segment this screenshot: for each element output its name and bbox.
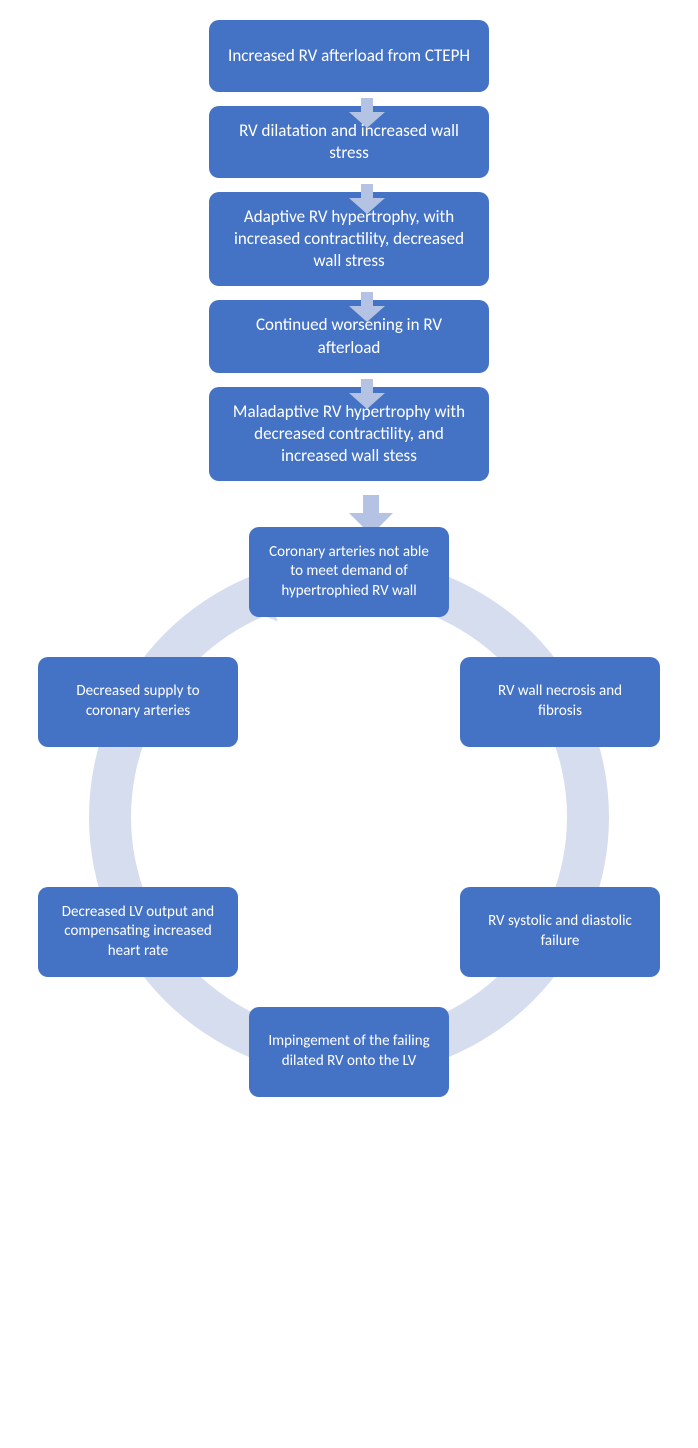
linear-flow: Increased RV afterload from CTEPH RV dil… (0, 0, 698, 497)
cycle-node-2: RV wall necrosis and fibrosis (460, 657, 660, 747)
cycle-node-5: Decreased LV output and compensating inc… (38, 887, 238, 977)
cycle-container: Coronary arteries not able to meet deman… (0, 507, 698, 1127)
flow-step-1: Increased RV afterload from CTEPH (209, 20, 489, 92)
cycle-node-1: Coronary arteries not able to meet deman… (249, 527, 449, 617)
cycle-node-4: Impingement of the failing dilated RV on… (249, 1007, 449, 1097)
cycle-node-3: RV systolic and diastolic failure (460, 887, 660, 977)
cycle-node-6: Decreased supply to coronary arteries (38, 657, 238, 747)
